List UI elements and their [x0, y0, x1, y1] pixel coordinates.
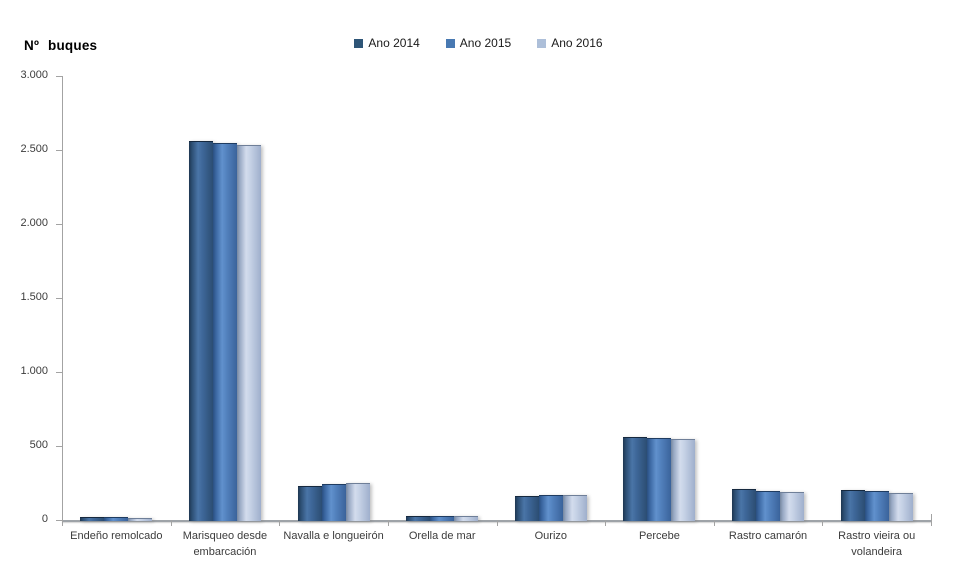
bar-group-rastro-vieira-ou-volandeira — [840, 76, 913, 521]
bar-ano-2014-percebe — [623, 437, 648, 521]
bar-ano-2014-marisqueo-desde-embarcacion — [188, 141, 213, 521]
x-tick-mark — [822, 520, 824, 526]
y-tick-mark — [56, 150, 62, 151]
bar-group-navalla-e-longueiron — [297, 76, 370, 521]
bar-ano-2016-percebe — [671, 439, 696, 521]
x-tick-mark — [170, 520, 172, 526]
category-label-percebe: Percebe — [638, 530, 680, 542]
legend-swatch-ano-2016 — [537, 38, 547, 48]
bar-group-orella-de-mar — [406, 76, 479, 521]
y-tick-mark — [56, 446, 62, 447]
bar-ano-2016-rastro-vieira-ou-volandeira — [888, 492, 913, 521]
legend-item-ano-2014: Ano 2014 — [354, 36, 420, 50]
x-tick-mark — [279, 520, 281, 526]
bar-ano-2016-navalla-e-longueiron — [345, 483, 370, 521]
bar-ano-2014-rastro-camaron — [732, 488, 757, 521]
x-tick-mark — [605, 520, 607, 526]
legend-label: Ano 2014 — [368, 36, 420, 50]
bar-group-rastro-camaron — [732, 76, 805, 521]
bar-ano-2014-endeno-remolcado — [80, 517, 105, 521]
bar-ano-2016-endeno-remolcado — [128, 518, 153, 521]
legend-item-ano-2016: Ano 2016 — [537, 36, 603, 50]
y-tick-mark — [56, 520, 62, 521]
bar-group-endeno-remolcado — [80, 76, 153, 521]
y-tick-mark — [56, 298, 62, 299]
category-label-rastro-vieira-ou-volandeira: Rastro vieira ou volandeira — [838, 530, 916, 558]
bar-ano-2016-marisqueo-desde-embarcacion — [236, 144, 261, 521]
x-tick-mark — [387, 520, 389, 526]
bar-ano-2014-navalla-e-longueiron — [297, 485, 322, 521]
legend-swatch-ano-2015 — [445, 38, 455, 48]
y-tick-mark — [56, 76, 62, 77]
legend-item-ano-2015: Ano 2015 — [445, 36, 512, 50]
legend-label: Ano 2015 — [459, 36, 512, 50]
y-tick-mark — [56, 224, 62, 225]
y-tick-label: 1.000 — [20, 365, 48, 377]
bar-ano-2015-marisqueo-desde-embarcacion — [212, 142, 237, 521]
x-tick-mark-end — [931, 514, 932, 526]
bar-group-marisqueo-desde-embarcacion — [188, 76, 261, 521]
category-label-orella-de-mar: Orella de mar — [408, 530, 476, 542]
legend-label: Ano 2016 — [551, 36, 603, 50]
category-label-navalla-e-longueiron: Navalla e longueirón — [283, 530, 384, 542]
bar-ano-2015-rastro-camaron — [756, 490, 781, 521]
bar-group-ourizo — [514, 76, 587, 521]
y-axis — [62, 76, 63, 520]
bar-ano-2015-rastro-vieira-ou-volandeira — [864, 491, 889, 521]
bar-ano-2014-ourizo — [514, 495, 539, 521]
category-label-ourizo: Ourizo — [534, 530, 568, 542]
bar-group-percebe — [623, 76, 696, 521]
chart-title: Nº buques — [24, 38, 98, 53]
y-tick-label: 500 — [29, 439, 48, 451]
x-tick-mark — [62, 520, 63, 526]
bar-ano-2016-orella-de-mar — [454, 515, 479, 521]
category-label-rastro-camaron: Rastro camarón — [728, 530, 808, 542]
y-tick-label: 2.500 — [20, 143, 48, 155]
bar-ano-2014-orella-de-mar — [406, 515, 431, 521]
x-tick-mark — [496, 520, 498, 526]
bar-ano-2016-rastro-camaron — [780, 492, 805, 521]
bar-ano-2015-orella-de-mar — [430, 515, 455, 521]
y-tick-label: 2.000 — [20, 217, 48, 229]
bar-ano-2015-percebe — [647, 437, 672, 521]
bar-ano-2015-endeno-remolcado — [104, 517, 129, 521]
category-label-endeno-remolcado: Endeño remolcado — [70, 530, 163, 542]
legend-swatch-ano-2014 — [354, 38, 364, 48]
bar-ano-2015-ourizo — [538, 495, 563, 521]
chart-legend: Ano 2014 Ano 2015 Ano 2016 — [0, 36, 957, 50]
bar-ano-2015-navalla-e-longueiron — [321, 484, 346, 521]
category-label-marisqueo-desde-embarcacion: Marisqueo desde embarcación — [182, 530, 268, 558]
y-tick-label: 3.000 — [20, 69, 48, 81]
x-tick-mark — [713, 520, 715, 526]
bar-ano-2014-rastro-vieira-ou-volandeira — [840, 489, 865, 521]
y-tick-mark — [56, 372, 62, 373]
y-tick-label: 1.500 — [20, 291, 48, 303]
y-tick-label: 0 — [41, 513, 48, 525]
bar-ano-2016-ourizo — [562, 494, 587, 521]
